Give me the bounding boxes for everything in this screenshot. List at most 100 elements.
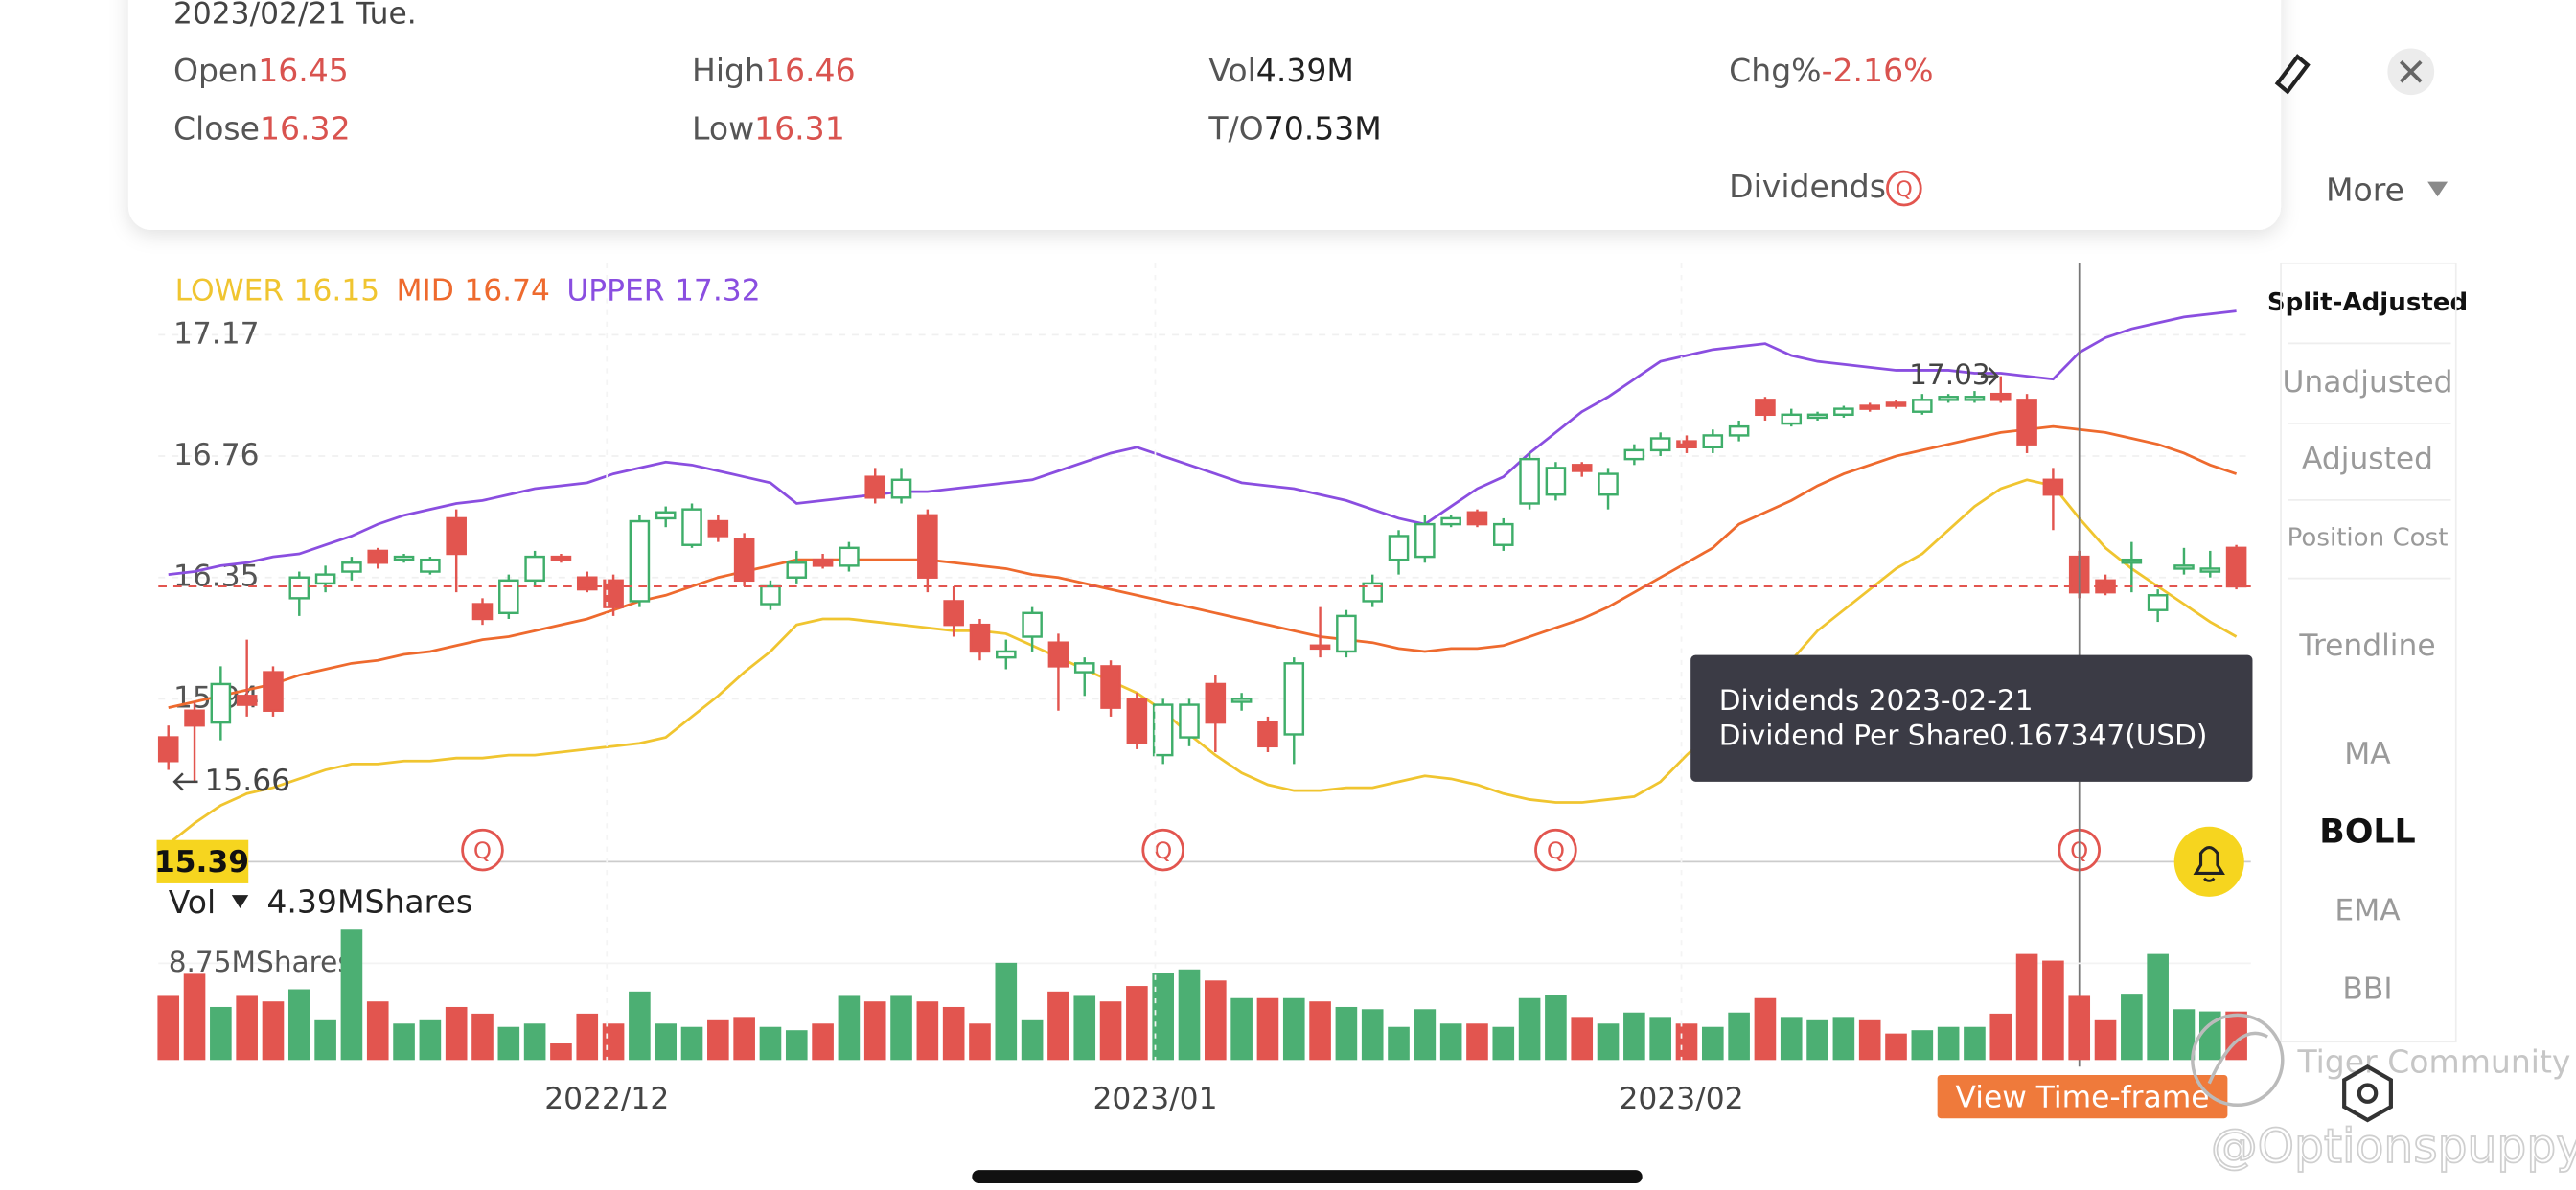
settings-icon[interactable] — [2342, 1064, 2393, 1123]
menu-item[interactable]: MA — [2344, 737, 2391, 771]
menu-item[interactable]: Trendline — [2298, 629, 2435, 663]
menu-item[interactable]: BOLL — [2319, 813, 2415, 852]
close-button[interactable] — [2387, 48, 2435, 96]
legend-name: UPPER — [566, 273, 664, 308]
volume-bar — [2198, 1011, 2221, 1061]
volume-bar — [1806, 1019, 1828, 1061]
y-tick-label: 17.17 — [173, 316, 260, 351]
menu-item[interactable]: EMA — [2334, 894, 2401, 928]
field-value: 4.39M — [1256, 51, 1354, 88]
candle-body — [184, 709, 205, 727]
info-field: Open16.45 — [173, 51, 349, 88]
candle-body — [210, 682, 232, 724]
volume-bar — [759, 1026, 782, 1061]
candle-body — [1806, 413, 1828, 420]
band-line — [168, 424, 2238, 710]
field-label: Open — [173, 51, 258, 88]
volume-bar — [1099, 1001, 1122, 1061]
content: 2023/02/21 Tue.Open16.45 High16.46 Vol4.39… — [154, 0, 2576, 1175]
candle-body — [1885, 401, 1907, 407]
candle-body — [1545, 467, 1567, 496]
volume-bar — [2147, 953, 2169, 1061]
edit-icon[interactable] — [2274, 54, 2311, 95]
candle-body — [2042, 478, 2064, 496]
candle-body — [629, 519, 651, 603]
volume-bar — [472, 1013, 494, 1061]
band-line — [167, 478, 2238, 845]
candle-body — [1047, 641, 1070, 668]
candle-body — [524, 555, 545, 583]
volume-bar — [1858, 1019, 1881, 1061]
menu-item[interactable]: Split-Adjusted — [2267, 288, 2468, 317]
y-tick-label: 16.76 — [173, 438, 260, 472]
candle-body — [996, 650, 1017, 659]
candle-body — [1362, 582, 1383, 603]
low-marker-label: 15.66 — [204, 764, 290, 798]
candle-body — [1623, 448, 1645, 461]
high-marker-arrow — [1980, 367, 2000, 386]
volume-bar — [366, 1001, 389, 1061]
x-tick-label: 2022/12 — [544, 1082, 669, 1116]
candle-body — [969, 623, 991, 653]
candle-body — [288, 576, 310, 600]
volume-bar — [576, 1013, 599, 1061]
candle-body — [760, 584, 781, 606]
volume-bar — [707, 1019, 729, 1061]
info-field: Low16.31 — [692, 109, 845, 147]
dividend-marker-label: Q — [473, 836, 492, 864]
info-field: Close16.32 — [173, 109, 351, 147]
field-value: 16.31 — [754, 109, 845, 147]
candle-body — [1964, 396, 1986, 401]
volume-bar — [785, 1030, 808, 1061]
candle-body — [2225, 546, 2247, 588]
candle-body — [157, 736, 179, 763]
candle-body — [839, 546, 860, 567]
candle-body — [367, 549, 389, 564]
dividend-marker-label: Q — [1547, 836, 1565, 864]
candle-body — [786, 561, 808, 579]
more-caret — [2427, 181, 2449, 197]
volume-title: Vol — [169, 882, 216, 920]
legend-name: LOWER — [175, 273, 284, 308]
menu-item[interactable]: Unadjusted — [2283, 365, 2453, 400]
volume-bar — [1885, 1033, 1907, 1061]
legend-value: 17.32 — [675, 273, 761, 308]
volume-current: 4.39MShares — [266, 882, 472, 920]
date: 2023/02/21 Tue. — [173, 0, 417, 32]
tooltip-line: Dividends 2023-02-21 — [1719, 684, 2034, 717]
volume-bar — [1701, 1026, 1724, 1061]
volume-bar — [419, 1019, 442, 1061]
alert-button[interactable] — [2174, 826, 2244, 897]
volume-bar — [288, 989, 310, 1061]
volume-bar — [2042, 960, 2064, 1061]
candle-body — [2199, 567, 2221, 573]
dividend-marker — [1141, 828, 1184, 872]
candle-body — [1257, 721, 1278, 748]
high-marker-label: 17.03 — [1909, 358, 1990, 391]
candle-body — [1781, 413, 1803, 425]
volume-bar — [969, 1023, 991, 1061]
candle-body — [1022, 611, 1043, 638]
candle-body — [1388, 535, 1410, 561]
volume-bar — [1335, 1006, 1358, 1061]
field-label: Vol — [1208, 51, 1255, 88]
volume-bar — [812, 1023, 834, 1061]
volume-bar — [1047, 991, 1070, 1061]
volume-bar — [1571, 1017, 1594, 1061]
menu-item[interactable]: Adjusted — [2302, 442, 2433, 476]
volume-bar — [1990, 1013, 2012, 1061]
menu-item[interactable]: Position Cost — [2288, 523, 2449, 552]
volume-bar — [1361, 1009, 1384, 1061]
menu-item[interactable]: BBI — [2342, 972, 2392, 1006]
legend-value: 16.74 — [464, 273, 550, 308]
more-button[interactable]: More — [2326, 172, 2404, 209]
candle-body — [1179, 703, 1200, 739]
candle-body — [472, 603, 494, 621]
volume-bar — [157, 995, 180, 1061]
candle-body — [1676, 440, 1697, 448]
candle-body — [314, 573, 336, 585]
volume-bar — [1282, 997, 1305, 1061]
volume-bar — [629, 991, 651, 1061]
candle-body — [393, 555, 415, 561]
view-timeframe-button[interactable] — [1937, 1074, 2228, 1119]
